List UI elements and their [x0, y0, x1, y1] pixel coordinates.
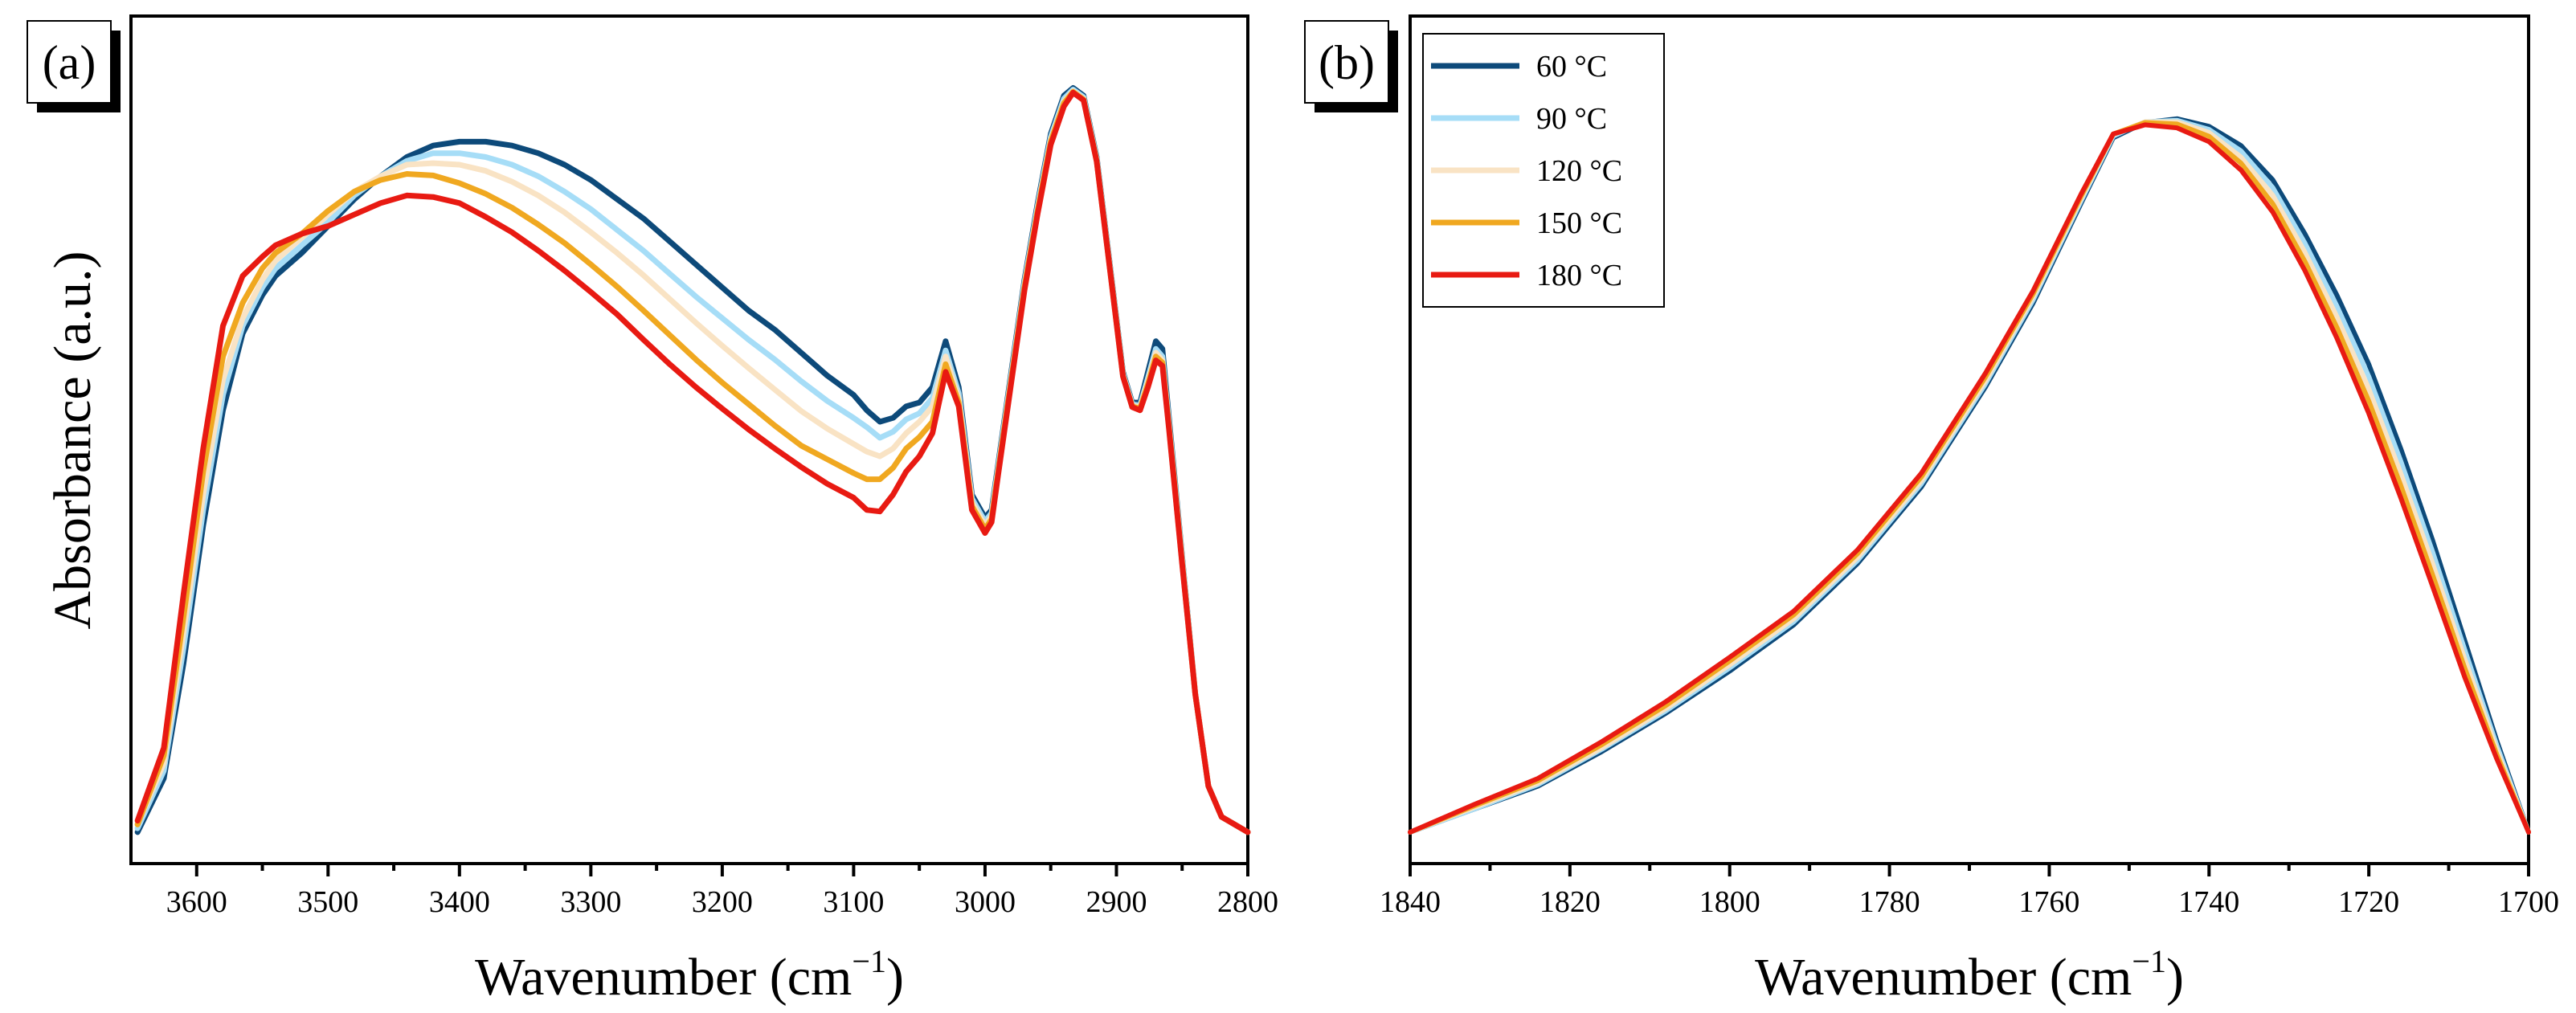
panel-b-ticks: 1840 1820 1800 1780 1760 1740 1720 1700 [1380, 864, 2559, 919]
panel-b-xtick-label: 1840 [1380, 885, 1441, 919]
panel-b-xlabel-close: ) [2166, 948, 2184, 1007]
legend-label: 150 °C [1536, 206, 1622, 240]
panel-a-series-120c [137, 91, 1248, 832]
panel-b-xlabel-sup: −1 [2132, 943, 2166, 979]
panel-a-xlabel: Wavenumber (cm−1) [475, 943, 904, 1007]
panel-a-label: (a) [43, 36, 96, 89]
panel-b-xtick-label: 1760 [2018, 885, 2079, 919]
panel-a-xtick-label: 3000 [955, 885, 1016, 919]
panel-a-xlabel-main: Wavenumber (cm [475, 948, 852, 1007]
panel-a-frame [131, 16, 1248, 864]
legend-label: 60 °C [1536, 50, 1607, 84]
panel-b: 1840 1820 1800 1780 1760 1740 1720 1700 (b) 60 … [1305, 16, 2559, 1007]
legend-label: 180 °C [1536, 259, 1622, 292]
panel-a-ylabel: Absorbance (a.u.) [43, 251, 102, 630]
panel-b-xtick-label: 1780 [1859, 885, 1920, 919]
panel-b-label: (b) [1319, 36, 1375, 89]
panel-a-xlabel-close: ) [886, 948, 904, 1007]
legend: 60 °C 90 °C 120 °C 150 °C 180 °C [1423, 34, 1664, 307]
panel-a-xtick-label: 3600 [166, 885, 227, 919]
panel-b-xtick-label: 1820 [1539, 885, 1601, 919]
panel-a-xlabel-sup: −1 [852, 943, 886, 979]
panel-b-xtick-label: 1740 [2178, 885, 2239, 919]
panel-b-xtick-label: 1720 [2338, 885, 2399, 919]
panel-a-xtick-label: 3300 [560, 885, 621, 919]
panel-a-series-90c [137, 90, 1248, 832]
panel-a-xtick-label: 3500 [297, 885, 358, 919]
figure: 3600 3500 3400 3300 3200 3100 3000 2900 2800 (a)… [0, 0, 2576, 1013]
panel-a-series [137, 88, 1248, 832]
panel-a-xtick-label: 3400 [429, 885, 490, 919]
panel-a-xtick-label: 2900 [1086, 885, 1147, 919]
panel-a-xtick-label: 2800 [1217, 885, 1278, 919]
panel-a-series-180c [137, 92, 1248, 832]
panel-b-xtick-label: 1700 [2498, 885, 2559, 919]
panel-a-xtick-label: 3100 [823, 885, 884, 919]
panel-b-xlabel: Wavenumber (cm−1) [1755, 943, 2184, 1007]
panel-a-ticks: 3600 3500 3400 3300 3200 3100 3000 2900 2800 [166, 864, 1278, 919]
panel-a-series-60c [137, 88, 1248, 832]
legend-label: 120 °C [1536, 154, 1622, 188]
panel-a-series-150c [137, 92, 1248, 832]
panel-b-xtick-label: 1800 [1699, 885, 1760, 919]
legend-label: 90 °C [1536, 102, 1607, 136]
panel-a-xtick-label: 3200 [692, 885, 753, 919]
panel-a: 3600 3500 3400 3300 3200 3100 3000 2900 2800 (a)… [27, 16, 1278, 1007]
panel-b-xlabel-main: Wavenumber (cm [1755, 948, 2132, 1007]
